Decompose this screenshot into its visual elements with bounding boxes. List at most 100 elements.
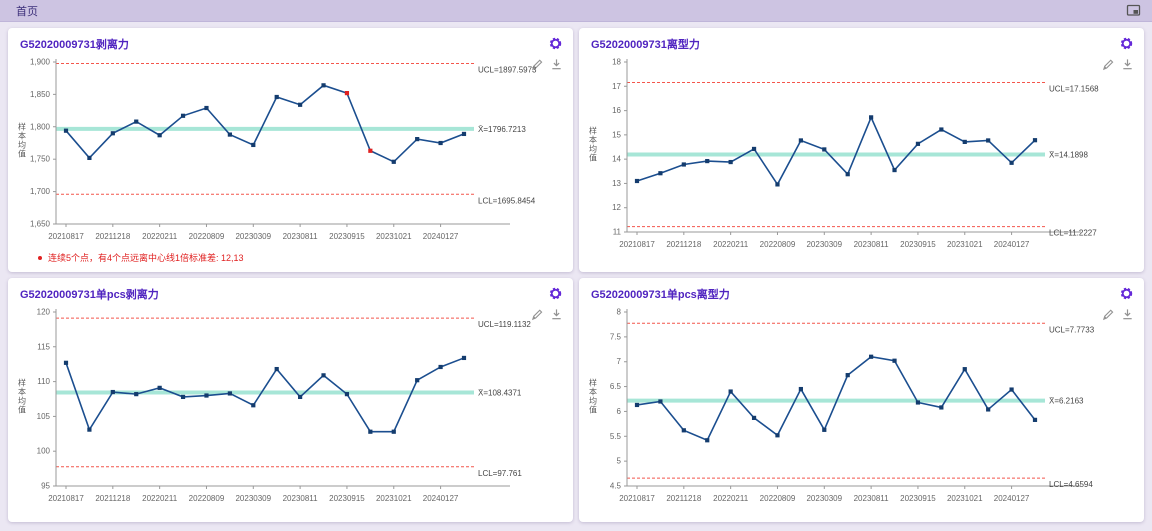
svg-text:20230915: 20230915 — [900, 240, 936, 249]
svg-text:20210817: 20210817 — [48, 494, 84, 503]
svg-text:20220211: 20220211 — [713, 240, 749, 249]
svg-text:1,750: 1,750 — [30, 155, 51, 164]
svg-text:4.5: 4.5 — [610, 482, 622, 491]
gear-icon[interactable] — [548, 286, 563, 301]
svg-text:样本均值: 样本均值 — [18, 378, 26, 415]
control-chart[interactable]: 18 17 16 15 14 13 12 11 20210817 20211218 20220211… — [581, 52, 1133, 256]
gear-icon[interactable] — [548, 36, 563, 51]
svg-text:20230915: 20230915 — [329, 232, 365, 241]
gear-icon[interactable] — [1119, 36, 1134, 51]
panel-title: G52020009731单pcs离型力 — [591, 288, 730, 301]
svg-text:13: 13 — [612, 179, 621, 188]
pencil-icon[interactable] — [531, 58, 544, 71]
control-chart[interactable]: 8 7.5 7 6.5 6 5.5 5 4.5 20210817 20211218 20220211… — [581, 302, 1133, 510]
svg-text:UCL=1897.5973: UCL=1897.5973 — [478, 66, 537, 75]
pencil-icon[interactable] — [1102, 308, 1115, 321]
svg-text:12: 12 — [612, 203, 621, 212]
svg-text:20240127: 20240127 — [423, 232, 459, 241]
svg-text:95: 95 — [41, 482, 50, 491]
chart-panel-pcs-release-force: G52020009731单pcs离型力 8 7.5 7 6.5 6 5.5 5 4.5 2021… — [579, 278, 1144, 522]
svg-text:5: 5 — [617, 457, 622, 466]
svg-text:20220211: 20220211 — [142, 232, 178, 241]
svg-text:20230309: 20230309 — [806, 494, 842, 503]
svg-text:X̄=14.1898: X̄=14.1898 — [1049, 151, 1088, 160]
svg-text:20230811: 20230811 — [854, 240, 890, 249]
svg-text:样本均值: 样本均值 — [589, 126, 597, 163]
svg-text:6.5: 6.5 — [610, 382, 622, 391]
panel-title: G52020009731剥离力 — [20, 38, 129, 51]
svg-text:20211218: 20211218 — [666, 240, 702, 249]
svg-text:20211218: 20211218 — [666, 494, 702, 503]
svg-text:20210817: 20210817 — [619, 494, 655, 503]
control-chart[interactable]: 1,900 1,850 1,800 1,750 1,700 1,650 20210817 20… — [10, 52, 562, 248]
svg-text:20220809: 20220809 — [760, 494, 796, 503]
violation-text: 连续5个点，有4个点远离中心线1倍标准差: 12,13 — [48, 253, 244, 263]
svg-text:LCL=4.6594: LCL=4.6594 — [1049, 480, 1093, 489]
svg-text:1,650: 1,650 — [30, 220, 51, 229]
svg-text:115: 115 — [37, 342, 50, 351]
svg-text:1,800: 1,800 — [30, 122, 51, 131]
svg-text:20230811: 20230811 — [854, 494, 890, 503]
svg-text:20230309: 20230309 — [806, 240, 842, 249]
svg-text:20210817: 20210817 — [619, 240, 655, 249]
svg-text:20211218: 20211218 — [95, 232, 131, 241]
pencil-icon[interactable] — [531, 308, 544, 321]
svg-text:20230309: 20230309 — [235, 232, 271, 241]
svg-text:X̄=108.4371: X̄=108.4371 — [478, 388, 522, 397]
svg-text:120: 120 — [37, 308, 51, 317]
svg-text:20240127: 20240127 — [994, 240, 1030, 249]
svg-text:20220211: 20220211 — [713, 494, 749, 503]
gear-icon[interactable] — [1119, 286, 1134, 301]
svg-text:20231021: 20231021 — [376, 232, 412, 241]
svg-text:样本均值: 样本均值 — [589, 378, 597, 415]
svg-text:20230309: 20230309 — [235, 494, 271, 503]
svg-text:14: 14 — [612, 155, 621, 164]
svg-text:1,900: 1,900 — [30, 58, 51, 67]
svg-text:20240127: 20240127 — [423, 494, 459, 503]
download-icon[interactable] — [550, 308, 563, 321]
svg-text:105: 105 — [37, 412, 51, 421]
svg-text:8: 8 — [617, 308, 622, 317]
tab-home[interactable]: 首页 — [16, 5, 38, 18]
chart-panel-release-force: G52020009731离型力 18 17 16 15 14 13 12 11 20210817… — [579, 28, 1144, 272]
svg-text:LCL=97.761: LCL=97.761 — [478, 469, 522, 478]
control-chart[interactable]: 120 115 110 105 100 95 20210817 20211218 2022021… — [10, 302, 562, 510]
svg-text:1,700: 1,700 — [30, 187, 51, 196]
svg-text:20211218: 20211218 — [95, 494, 131, 503]
svg-text:X̄=6.2163: X̄=6.2163 — [1049, 397, 1084, 406]
restore-window-icon[interactable] — [1126, 4, 1142, 18]
svg-text:100: 100 — [37, 447, 51, 456]
svg-text:LCL=11.2227: LCL=11.2227 — [1049, 229, 1097, 238]
svg-text:20230915: 20230915 — [900, 494, 936, 503]
svg-text:18: 18 — [612, 58, 621, 67]
rule-violation-note: 连续5个点，有4个点远离中心线1倍标准差: 12,13 — [8, 251, 573, 264]
panel-title: G52020009731单pcs剥离力 — [20, 288, 159, 301]
download-icon[interactable] — [1121, 58, 1134, 71]
svg-text:LCL=1695.8454: LCL=1695.8454 — [478, 196, 536, 205]
svg-text:20230915: 20230915 — [329, 494, 365, 503]
svg-text:UCL=119.1132: UCL=119.1132 — [478, 320, 531, 329]
svg-text:6: 6 — [617, 407, 622, 416]
panel-title: G52020009731离型力 — [591, 38, 700, 51]
pencil-icon[interactable] — [1102, 58, 1115, 71]
download-icon[interactable] — [1121, 308, 1134, 321]
svg-text:20230811: 20230811 — [283, 494, 319, 503]
svg-text:7: 7 — [617, 357, 622, 366]
svg-text:1,850: 1,850 — [30, 90, 51, 99]
svg-text:20220809: 20220809 — [189, 494, 225, 503]
svg-text:20240127: 20240127 — [994, 494, 1030, 503]
svg-text:20230811: 20230811 — [283, 232, 319, 241]
svg-text:20220809: 20220809 — [760, 240, 796, 249]
chart-panel-pcs-peel-force: G52020009731单pcs剥离力 120 115 110 105 100 95 202… — [8, 278, 573, 522]
svg-text:20210817: 20210817 — [48, 232, 84, 241]
chart-panel-peel-force: G52020009731剥离力 1,900 1,850 1,800 1,750 1,70… — [8, 28, 573, 272]
svg-text:样本均值: 样本均值 — [18, 122, 26, 159]
svg-text:20220809: 20220809 — [189, 232, 225, 241]
violation-bullet-icon — [38, 255, 42, 260]
download-icon[interactable] — [550, 58, 563, 71]
top-tab-bar: 首页 — [0, 0, 1152, 22]
svg-text:16: 16 — [612, 106, 621, 115]
svg-text:7.5: 7.5 — [610, 332, 622, 341]
svg-text:X̄=1796.7213: X̄=1796.7213 — [478, 125, 526, 134]
svg-text:17: 17 — [612, 82, 621, 91]
